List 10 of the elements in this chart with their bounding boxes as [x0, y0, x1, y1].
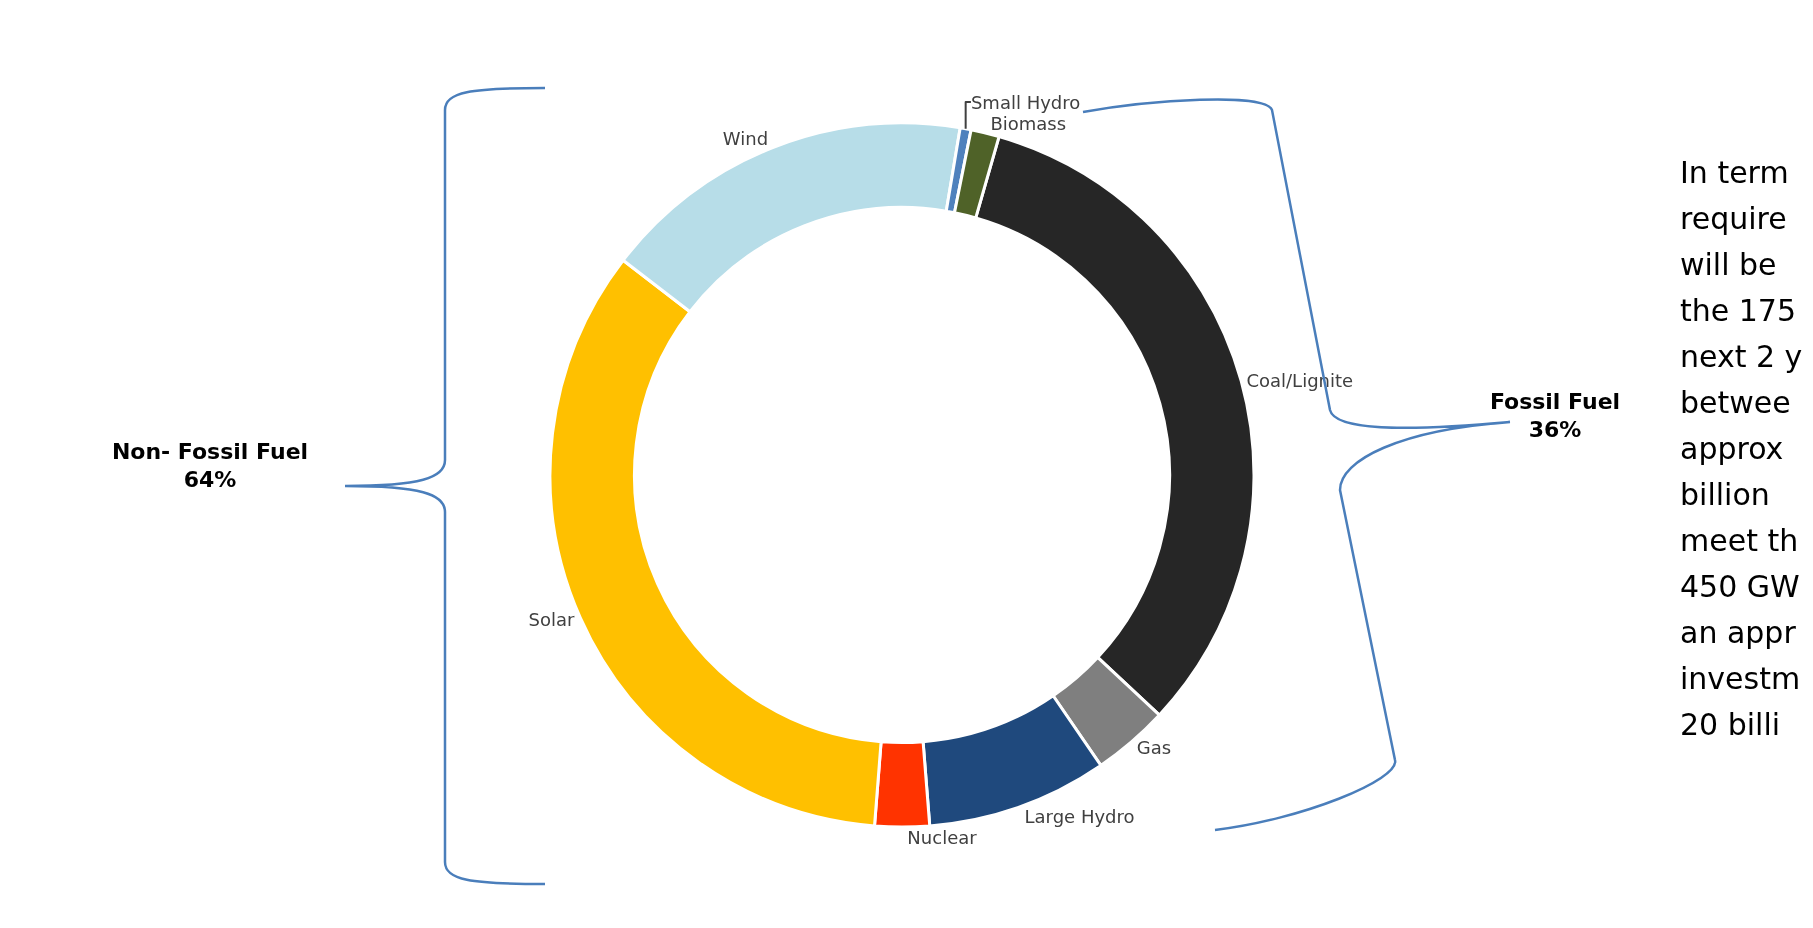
slice-label: Nuclear — [907, 827, 978, 848]
text: In term require will be the 175 next 2 y betwee approx billion meet th 450 GW an appr investm 20 billi — [1680, 155, 1803, 742]
slice-label: Gas — [1136, 737, 1172, 759]
slice-label: Large Hydro — [1024, 805, 1135, 827]
text: Fossil Fuel 36% — [1488, 388, 1622, 443]
text: Non- Fossil Fuel 64% — [110, 438, 310, 493]
slice-label: Small Hydro — [970, 91, 1081, 113]
slice-label: Wind — [722, 127, 769, 149]
slice-label: Solar — [528, 609, 576, 631]
slice-label: Biomass — [990, 112, 1067, 134]
